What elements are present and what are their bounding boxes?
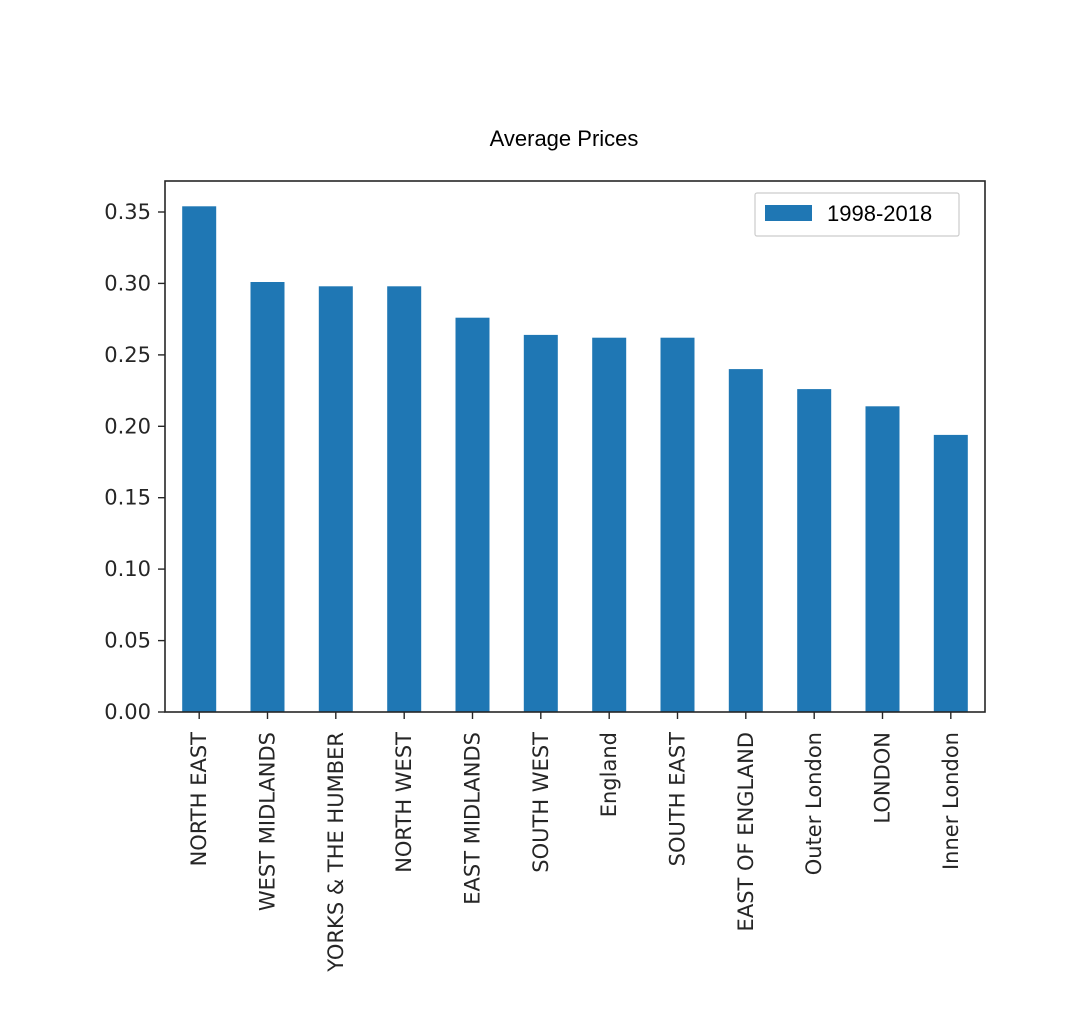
x-axis: NORTH EAST WEST MIDLANDS YORKS & THE HUMBE… <box>187 712 963 973</box>
x-tick-label: NORTH WEST <box>392 732 416 873</box>
bar-north-west <box>387 286 422 712</box>
legend-label: 1998-2018 <box>827 201 932 226</box>
legend-box <box>754 192 960 237</box>
bars-layer <box>182 206 968 713</box>
bar-yorks-the-humber <box>318 286 353 712</box>
chart-title: Average Prices <box>490 126 639 151</box>
bar-south-west <box>523 334 558 712</box>
bar-london <box>865 406 900 712</box>
legend: 1998-2018 <box>754 192 960 237</box>
x-tick-label: SOUTH EAST <box>666 732 690 866</box>
x-tick-label: LONDON <box>871 732 895 824</box>
plot-frame <box>164 180 986 713</box>
bar-south-east <box>660 337 695 712</box>
legend-swatch <box>765 205 812 221</box>
x-tick-label: Outer London <box>802 732 826 875</box>
bar-england <box>592 337 627 712</box>
x-tick-label: EAST OF ENGLAND <box>734 732 758 931</box>
bar-east-of-england <box>728 369 763 712</box>
bar-north-east <box>182 206 217 713</box>
x-tick-label: SOUTH WEST <box>529 732 553 873</box>
y-axis: 0.00 0.05 0.10 0.15 0.20 0.25 0.30 0.35 <box>104 200 165 724</box>
y-tick-label: 0.20 <box>104 414 151 438</box>
x-tick-label: EAST MIDLANDS <box>461 732 485 905</box>
y-tick-label: 0.35 <box>104 200 151 224</box>
x-tick-label: England <box>597 732 621 817</box>
y-tick-label: 0.00 <box>104 700 151 724</box>
y-tick-label: 0.30 <box>104 271 151 295</box>
x-tick-label: YORKS & THE HUMBER <box>324 732 348 973</box>
bar-inner-london <box>933 434 968 712</box>
y-tick-label: 0.10 <box>104 557 151 581</box>
x-tick-label: NORTH EAST <box>187 732 211 867</box>
x-tick-label: WEST MIDLANDS <box>256 732 280 911</box>
y-tick-label: 0.25 <box>104 343 151 367</box>
bar-outer-london <box>797 389 832 712</box>
y-tick-label: 0.15 <box>104 486 151 510</box>
x-tick-label: Inner London <box>939 732 963 870</box>
bar-west-midlands <box>250 282 285 712</box>
y-tick-label: 0.05 <box>104 629 151 653</box>
bar-east-midlands <box>455 317 490 712</box>
